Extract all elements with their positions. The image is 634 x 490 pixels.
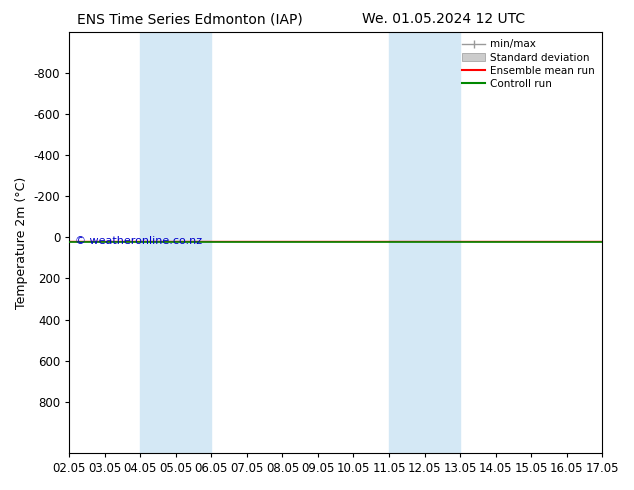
Text: ENS Time Series Edmonton (IAP): ENS Time Series Edmonton (IAP)	[77, 12, 303, 26]
Bar	[389, 32, 460, 453]
Text: © weatheronline.co.nz: © weatheronline.co.nz	[75, 236, 202, 246]
Text: We. 01.05.2024 12 UTC: We. 01.05.2024 12 UTC	[362, 12, 526, 26]
Legend: min/max, Standard deviation, Ensemble mean run, Controll run: min/max, Standard deviation, Ensemble me…	[458, 35, 599, 93]
Y-axis label: Temperature 2m (°C): Temperature 2m (°C)	[15, 176, 28, 309]
Bar	[140, 32, 211, 453]
